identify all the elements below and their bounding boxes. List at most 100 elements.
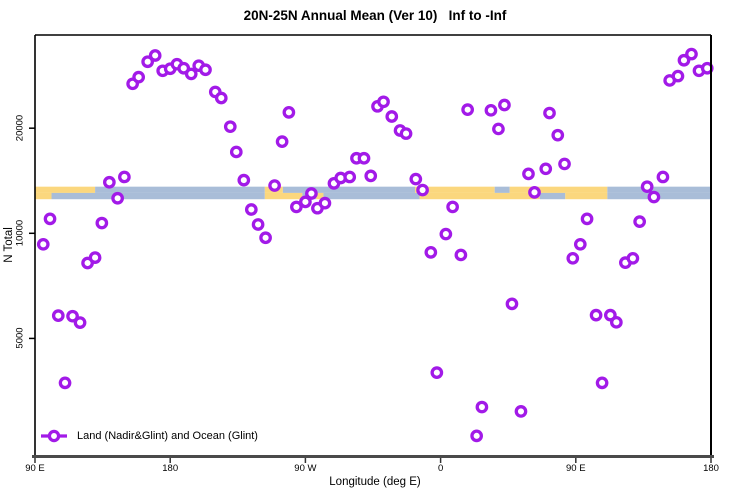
- data-point: [416, 183, 429, 197]
- data-point: [66, 309, 79, 323]
- data-point: [237, 173, 251, 187]
- data-point: [475, 400, 489, 414]
- data-point: [95, 216, 109, 230]
- land-strip-segment: [415, 186, 495, 193]
- data-point: [229, 145, 243, 159]
- data-point: [528, 185, 541, 199]
- land-strip-segment: [509, 186, 608, 193]
- data-point: [505, 297, 519, 311]
- data-point: [299, 195, 312, 209]
- data-point: [671, 69, 685, 83]
- data-point: [343, 170, 357, 184]
- data-point: [446, 200, 459, 214]
- data-point: [244, 203, 258, 216]
- data-point: [470, 429, 484, 443]
- land-strip-segment: [315, 192, 324, 200]
- data-point: [184, 67, 198, 81]
- land-strip-segment: [565, 192, 608, 200]
- data-point: [141, 55, 155, 69]
- x-tick-label: 90 W: [294, 463, 317, 474]
- data-point: [543, 106, 556, 120]
- data-point: [454, 248, 468, 262]
- ocean-strip-segment: [95, 186, 265, 193]
- data-point: [268, 179, 281, 192]
- data-point: [118, 170, 131, 184]
- data-point: [484, 103, 498, 117]
- data-point: [461, 103, 474, 116]
- ocean-strip-segment: [323, 192, 420, 200]
- data-point: [305, 187, 318, 200]
- data-point: [36, 237, 50, 251]
- x-axis-label: Longitude (deg E): [329, 476, 421, 488]
- data-point: [377, 95, 390, 109]
- ocean-strip-segment: [51, 192, 265, 200]
- data-point: [282, 106, 296, 119]
- data-point: [539, 162, 553, 176]
- data-point: [214, 91, 228, 105]
- data-point: [385, 110, 399, 123]
- x-tick-label: 90 E: [25, 463, 45, 474]
- data-point: [290, 200, 303, 214]
- data-point: [199, 63, 212, 77]
- data-point: [633, 215, 646, 228]
- land-strip-segment: [35, 192, 52, 200]
- data-point: [103, 175, 116, 189]
- legend: Land (Nadir&Glint) and Ocean (Glint): [40, 428, 258, 444]
- data-point: [522, 167, 535, 181]
- ocean-strip-segment: [282, 186, 416, 193]
- data-point: [43, 212, 57, 226]
- data-point: [58, 376, 72, 390]
- data-point: [51, 309, 65, 322]
- x-tick-label: 180: [162, 463, 179, 474]
- ocean-strip-segment: [539, 192, 566, 200]
- x-tick-label: 90 E: [566, 463, 586, 474]
- data-point: [566, 251, 580, 265]
- data-point: [589, 308, 603, 322]
- y-tick-label: 10000: [14, 220, 26, 247]
- legend-label: Land (Nadir&Glint) and Ocean (Glint): [77, 430, 258, 442]
- data-point: [73, 316, 87, 329]
- data-point: [610, 315, 623, 329]
- y-tick-label: 20000: [14, 114, 26, 142]
- data-point: [677, 53, 691, 67]
- data-point: [259, 231, 272, 245]
- data-point: [148, 49, 162, 62]
- data-point: [424, 245, 438, 259]
- chart-title: 20N-25N Annual Mean (Ver 10) Inf to -Inf: [243, 8, 507, 23]
- data-point: [640, 180, 654, 194]
- ocean-strip-segment: [494, 186, 510, 193]
- data-point: [318, 196, 332, 210]
- y-axis-label: N Total: [3, 227, 15, 263]
- land-strip-segment: [35, 186, 96, 193]
- data-point: [132, 70, 146, 84]
- data-point: [251, 218, 265, 231]
- data-point: [580, 212, 594, 226]
- data-point: [439, 227, 453, 241]
- data-point: [685, 47, 698, 61]
- data-point: [88, 251, 102, 264]
- data-point: [223, 120, 237, 134]
- y-tick-label: 5000: [14, 327, 26, 349]
- land-strip-segment: [419, 192, 540, 200]
- x-tick-label: 0: [437, 463, 444, 474]
- data-point: [430, 366, 444, 379]
- data-point: [558, 157, 571, 171]
- data-point: [626, 251, 640, 265]
- land-strip-segment: [264, 192, 303, 200]
- data-point: [551, 128, 565, 142]
- data-point: [647, 190, 661, 204]
- data-point: [357, 151, 371, 165]
- x-tick-label: 180: [703, 463, 719, 474]
- data-point: [111, 191, 124, 205]
- legend-marker-icon: [41, 429, 67, 443]
- ocean-strip-segment: [607, 186, 711, 193]
- data-point: [656, 170, 670, 184]
- data-point: [492, 122, 505, 136]
- data-point: [595, 376, 609, 390]
- data-point: [498, 98, 511, 112]
- data-point: [275, 135, 289, 149]
- data-point: [409, 172, 423, 186]
- data-point: [364, 169, 378, 183]
